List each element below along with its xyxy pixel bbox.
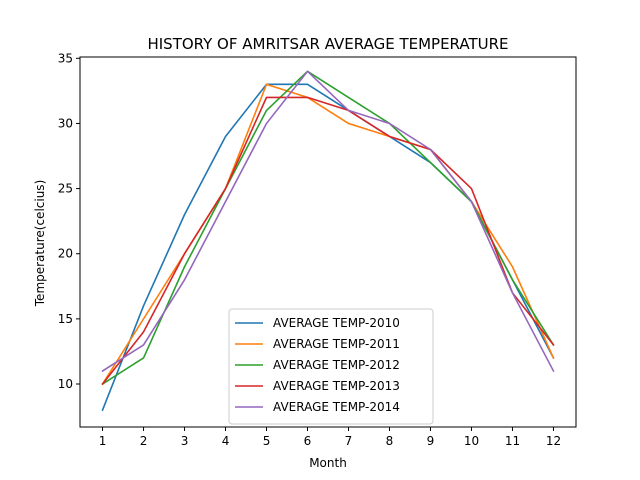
y-tick-label: 30 [58, 116, 73, 130]
legend-label-1: AVERAGE TEMP-2011 [273, 337, 400, 351]
plot-area [101, 70, 555, 412]
x-tick-label: 5 [263, 434, 271, 448]
series-line-3 [101, 96, 555, 386]
y-tick-label: 35 [58, 51, 73, 65]
y-tick-label: 25 [58, 182, 73, 196]
y-tick-label: 15 [58, 312, 73, 326]
series-line-1 [101, 83, 555, 386]
legend-frame [228, 308, 434, 425]
chart-title: HISTORY OF AMRITSAR AVERAGE TEMPERATURE [147, 35, 508, 53]
x-tick-label: 2 [140, 434, 148, 448]
x-tick-label: 7 [345, 434, 353, 448]
series-line-2 [101, 70, 555, 386]
x-tick-label: 11 [505, 434, 520, 448]
legend-label-2: AVERAGE TEMP-2012 [273, 358, 400, 372]
x-tick-label: 10 [464, 434, 479, 448]
x-tick-label: 8 [386, 434, 394, 448]
y-axis-label: Temperature(celcius) [33, 180, 47, 307]
plot-frame [79, 56, 577, 428]
legend-label-4: AVERAGE TEMP-2014 [273, 400, 400, 414]
series-line-4 [101, 70, 555, 373]
x-tick-label: 6 [304, 434, 312, 448]
legend-label-3: AVERAGE TEMP-2013 [273, 379, 400, 393]
x-axis-ticks: 1 2 3 4 5 6 7 8 9 10 11 12 [99, 427, 561, 448]
y-tick-label: 20 [58, 247, 73, 261]
x-tick-label: 9 [427, 434, 435, 448]
legend: AVERAGE TEMP-2010 AVERAGE TEMP-2011 AVERAG… [228, 308, 434, 425]
y-tick-label: 10 [58, 377, 73, 391]
x-tick-label: 1 [99, 434, 107, 448]
legend-label-0: AVERAGE TEMP-2010 [273, 316, 400, 330]
x-tick-label: 4 [222, 434, 230, 448]
x-tick-label: 3 [181, 434, 189, 448]
x-tick-label: 12 [546, 434, 561, 448]
x-axis-label: Month [309, 456, 347, 470]
y-axis-ticks: 10 15 20 25 30 35 [58, 51, 80, 391]
